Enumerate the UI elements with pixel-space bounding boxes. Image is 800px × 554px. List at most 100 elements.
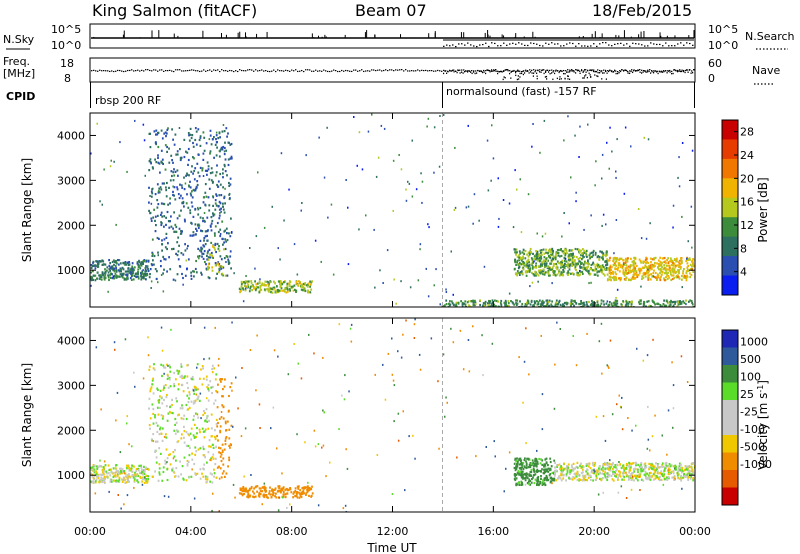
velocity-cell (219, 431, 222, 434)
power-cell (602, 253, 605, 257)
power-cell (613, 275, 615, 278)
velocity-cell (544, 458, 547, 461)
velocity-cell (546, 469, 548, 472)
power-cell (295, 280, 298, 283)
power-cell (101, 263, 104, 266)
power-cell (680, 302, 683, 305)
velocity-cell (194, 399, 197, 402)
freq-dot (253, 70, 255, 72)
power-cell (666, 300, 669, 303)
velocity-cell (165, 396, 168, 399)
velocity-cell (160, 363, 163, 366)
power-cell (285, 291, 288, 294)
power-cell (242, 287, 244, 290)
power-cell (474, 302, 477, 306)
velocity-cell (663, 469, 666, 472)
power-cell (657, 273, 659, 276)
power-cell (223, 146, 226, 150)
power-cell (178, 244, 180, 247)
power-cell (541, 261, 543, 264)
velocity-cell (651, 467, 653, 470)
power-cell (131, 270, 134, 273)
power-cell (618, 257, 621, 260)
freq-dot (543, 72, 545, 75)
power-cell (552, 305, 555, 307)
velocity-cell (595, 477, 598, 480)
power-cell (691, 303, 694, 306)
power-cell (505, 303, 508, 306)
velocity-cell (515, 460, 518, 463)
velocity-cell (199, 477, 202, 480)
power-cell (539, 259, 542, 262)
velocity-cell (619, 475, 622, 478)
freq-dot (525, 69, 527, 71)
power-cell (152, 167, 154, 170)
power-cell (572, 273, 575, 276)
velocity-cell (678, 477, 681, 480)
velocity-cell (632, 462, 635, 465)
power-cell (361, 168, 364, 171)
freq-dot (456, 71, 458, 74)
power-cell (134, 272, 137, 275)
velocity-cell (158, 401, 160, 404)
power-cell (525, 274, 528, 277)
power-cell (659, 305, 662, 307)
velocity-cell (188, 454, 191, 457)
power-cell (109, 269, 112, 272)
power-cell (274, 289, 277, 292)
power-cell (405, 199, 408, 202)
power-cell (548, 256, 550, 259)
velocity-cell (654, 474, 657, 477)
freq-dot (163, 70, 165, 72)
power-cell (197, 224, 199, 227)
power-cell (570, 252, 572, 256)
power-cell (255, 235, 258, 238)
freq-dot (489, 70, 491, 72)
power-cell (405, 188, 407, 191)
velocity-cell (216, 466, 219, 469)
velocity-cell (165, 448, 168, 451)
power-cell (531, 260, 534, 263)
power-cell (194, 138, 197, 142)
velocity-cell (261, 490, 264, 493)
power-cell (171, 159, 173, 162)
velocity-cell (202, 445, 205, 448)
power-cell (620, 304, 623, 307)
power-cell (609, 256, 611, 259)
freq-dot (141, 69, 143, 71)
freq-dot (518, 70, 520, 72)
power-cell (630, 145, 632, 148)
power-cell (514, 248, 517, 251)
velocity-cell (687, 465, 689, 468)
power-cell (555, 252, 557, 255)
power-cell (666, 268, 669, 271)
nsearch-dot (635, 43, 637, 45)
freq-dot (533, 69, 535, 71)
velocity-cell (213, 472, 216, 475)
freq-dot (594, 71, 596, 73)
power-cell (156, 199, 159, 202)
power-cell (608, 278, 611, 281)
power-cell (645, 272, 648, 275)
velocity-cell (174, 449, 176, 452)
velocity-cell (175, 421, 178, 424)
power-cell (215, 204, 218, 207)
power-cell (95, 264, 97, 267)
velocity-cell (545, 461, 548, 464)
power-cell (569, 263, 572, 266)
power-cell (214, 234, 216, 237)
power-cell (288, 288, 291, 291)
power-cell (211, 254, 214, 257)
power-cell (226, 232, 228, 235)
power-cell (529, 247, 532, 251)
velocity-cell (259, 487, 262, 490)
velocity-cell (549, 457, 552, 460)
nsearch-dot (617, 43, 619, 45)
power-cell (443, 305, 445, 307)
freq-dot (605, 69, 607, 72)
power-cell (187, 147, 190, 151)
velocity-cell (530, 474, 533, 477)
power-cell (681, 278, 683, 281)
power-cell (380, 124, 383, 127)
velocity-cell (189, 446, 191, 449)
